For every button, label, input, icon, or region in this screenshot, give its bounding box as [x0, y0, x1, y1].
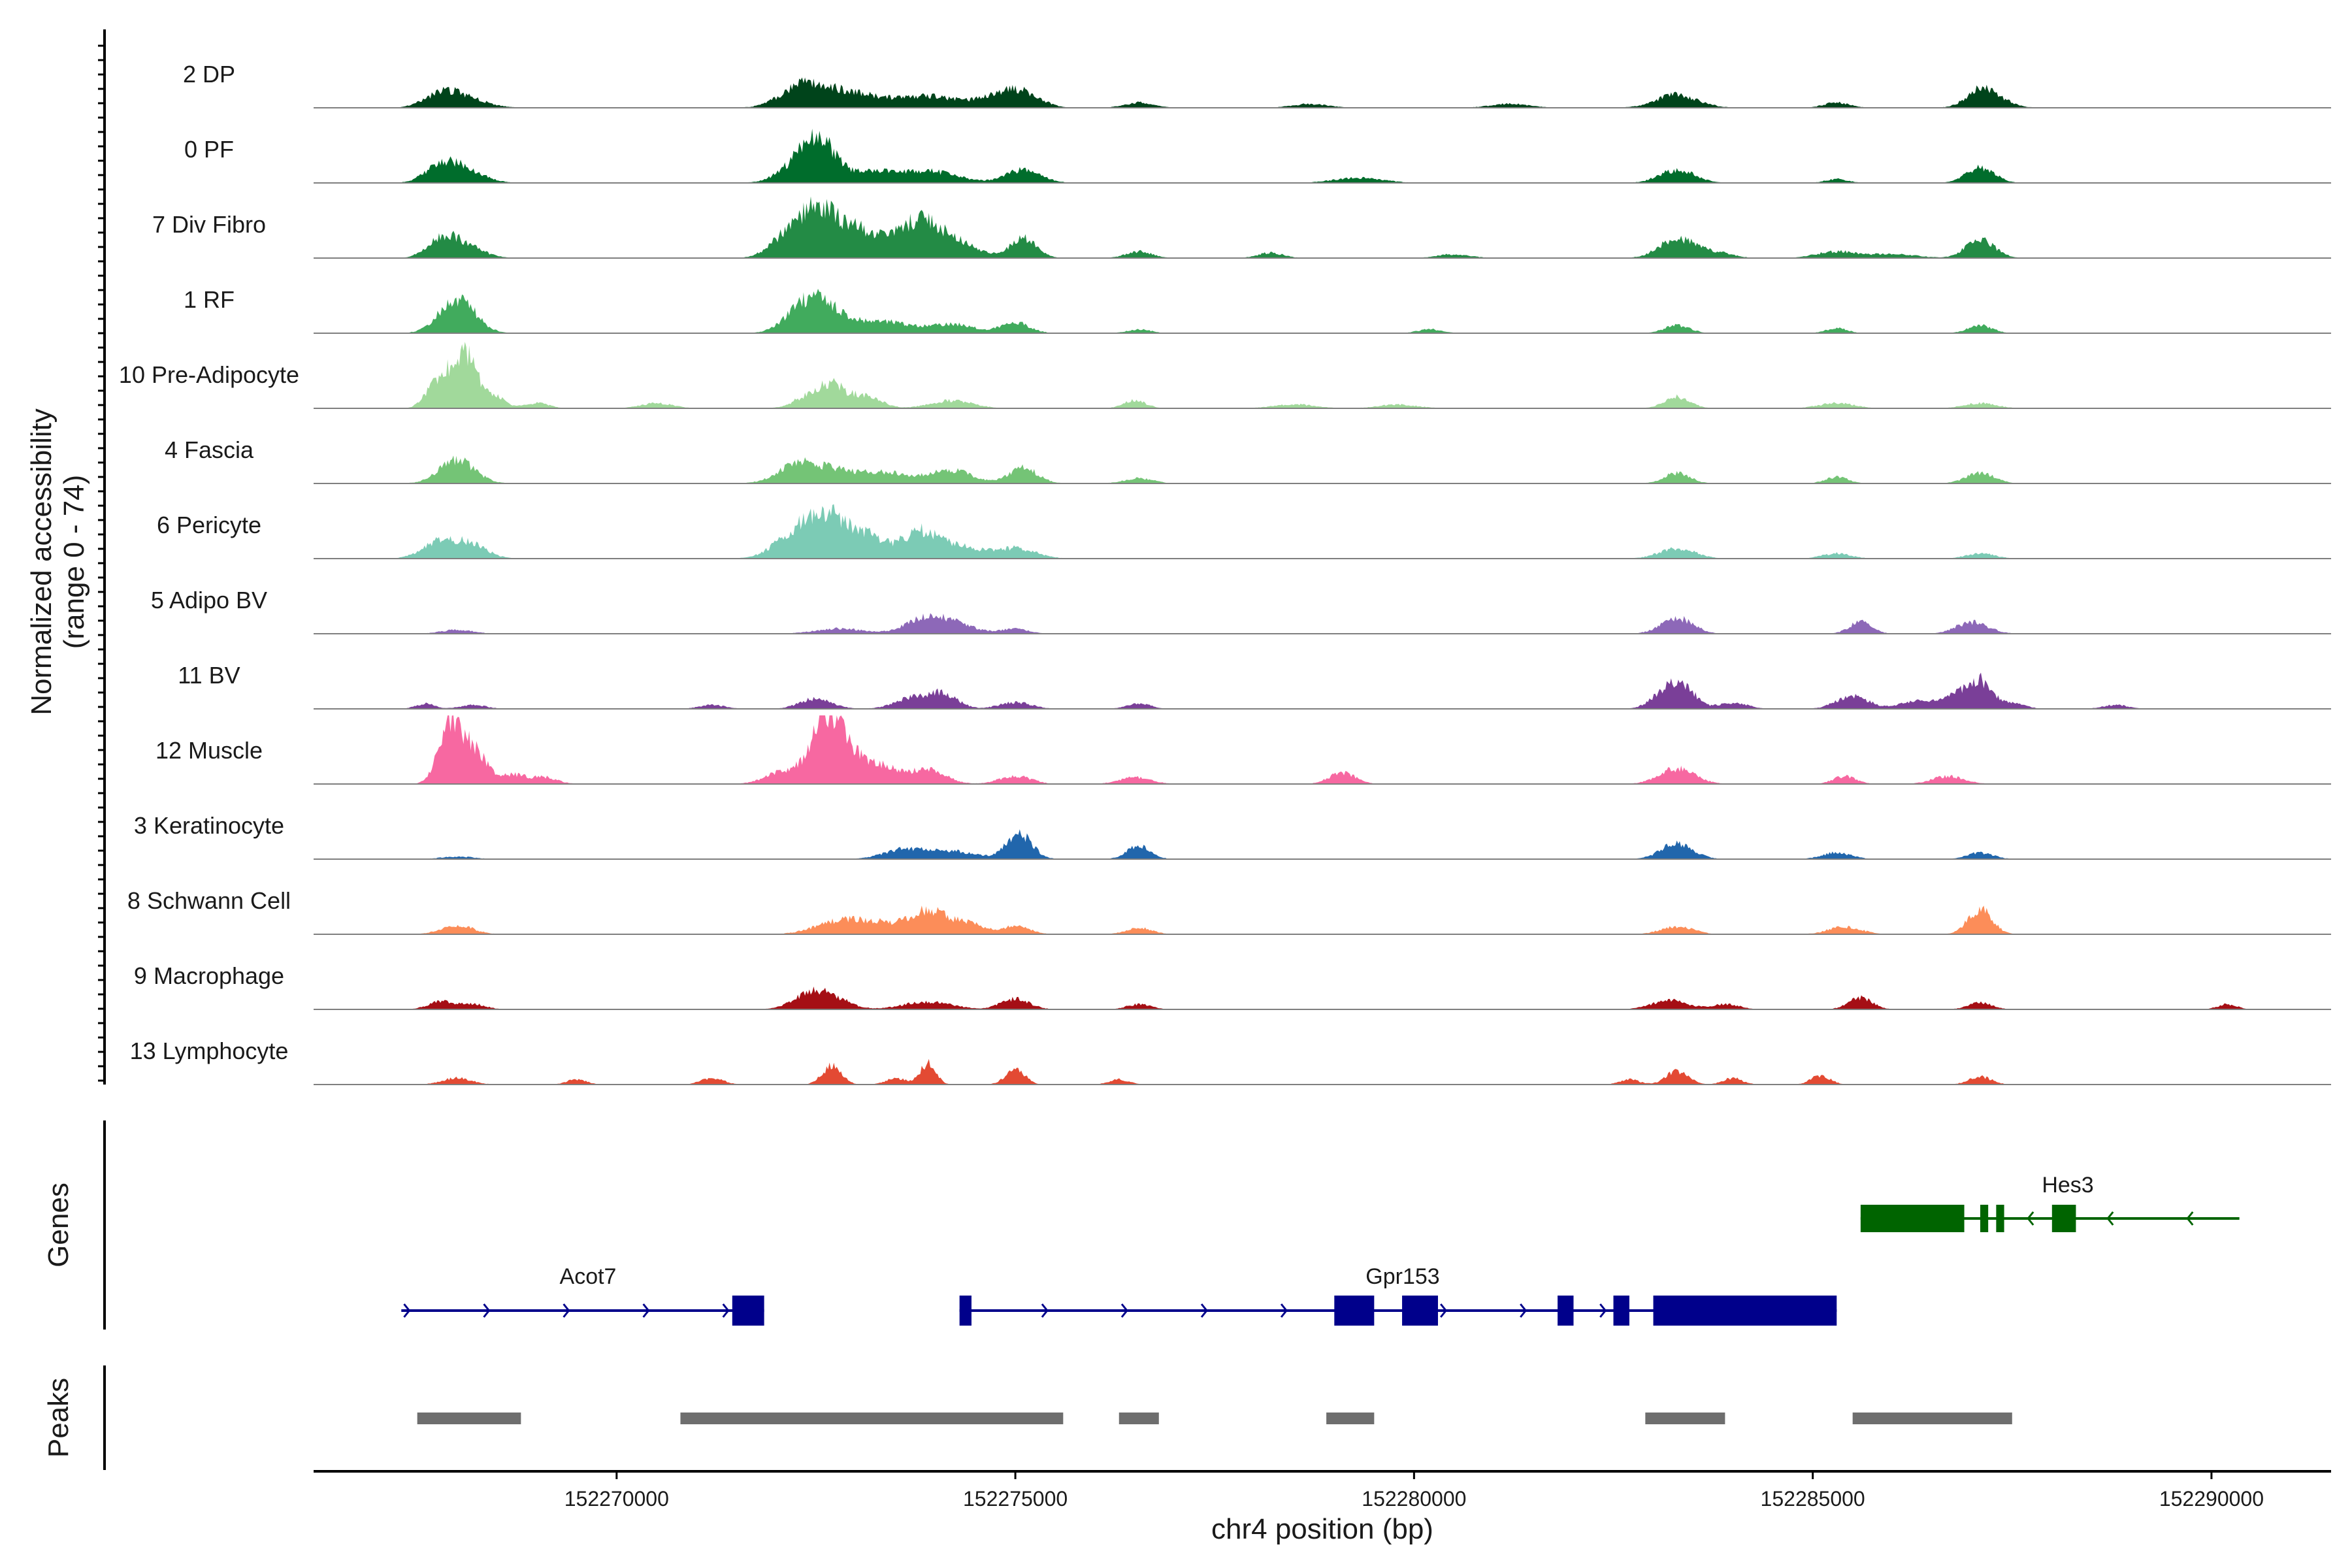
track-label: 10 Pre-Adipocyte — [119, 361, 299, 388]
track-label: 5 Adipo BV — [151, 587, 267, 613]
strand-arrow — [1120, 1303, 1128, 1318]
track-label: 4 Fascia — [165, 436, 254, 463]
exon — [732, 1296, 764, 1326]
track-11-bv: 11 BV — [178, 662, 2331, 710]
gene-hes3: Hes3 — [1860, 1173, 2240, 1232]
track-label: 9 Macrophage — [134, 962, 284, 989]
x-axis: 152270000 152275000 152280000 152285000 1522… — [98, 29, 2331, 1511]
gene-label: Gpr153 — [1365, 1264, 1439, 1289]
peak-region — [1119, 1413, 1159, 1424]
x-tick-label: 152290000 — [2159, 1487, 2264, 1511]
exon — [1334, 1296, 1375, 1326]
coverage-area — [314, 906, 2331, 934]
gene-label: Hes3 — [2042, 1173, 2093, 1198]
coverage-area — [314, 342, 2331, 408]
exon — [1980, 1205, 1989, 1232]
coverage-area — [314, 504, 2331, 559]
exon — [1558, 1296, 1574, 1326]
coverage-area — [314, 196, 2331, 258]
track-1-rf: 1 RF — [184, 286, 2331, 334]
track-9-macrophage: 9 Macrophage — [134, 962, 2331, 1010]
peak-region — [417, 1413, 521, 1424]
exon — [1402, 1296, 1438, 1326]
strand-arrow — [1280, 1303, 1288, 1318]
track-label: 12 Muscle — [155, 737, 263, 764]
track-3-keratinocyte: 3 Keratinocyte — [134, 812, 2331, 860]
exon — [1653, 1296, 1837, 1326]
y-axis-label-line2: (range 0 - 74) — [58, 475, 90, 649]
strand-arrow — [1599, 1303, 1607, 1318]
peak-panel — [103, 1365, 2012, 1470]
gene-acot7: Acot7 — [401, 1264, 764, 1326]
track-10-pre-adipocyte: 10 Pre-Adipocyte — [119, 342, 2331, 409]
peak-region — [1852, 1413, 2012, 1424]
gene-label: Acot7 — [560, 1264, 617, 1289]
track-12-muscle: 12 Muscle — [155, 715, 2331, 785]
track-7-div-fibro: 7 Div Fibro — [152, 196, 2331, 259]
x-tick-label: 152285000 — [1761, 1487, 1865, 1511]
coverage-area — [314, 715, 2331, 784]
x-tick-label: 152280000 — [1362, 1487, 1466, 1511]
track-label: 7 Div Fibro — [152, 211, 266, 238]
track-5-adipo-bv: 5 Adipo BV — [151, 587, 2331, 634]
coverage-area — [314, 672, 2331, 709]
x-tick-label: 152270000 — [564, 1487, 669, 1511]
strand-arrow — [403, 1303, 411, 1318]
coverage-tracks: 2 DP 0 PF 7 Div Fibro 1 RF 10 Pre-Adipocyte 4… — [119, 61, 2331, 1085]
strand-arrow — [483, 1303, 491, 1318]
exon — [1860, 1205, 1965, 1232]
track-label: 13 Lymphocyte — [130, 1037, 289, 1064]
peaks-panel-label: Peaks — [42, 1378, 74, 1458]
track-label: 3 Keratinocyte — [134, 812, 284, 839]
peak-region — [1326, 1413, 1375, 1424]
strand-arrow — [1440, 1303, 1448, 1318]
exon — [959, 1296, 972, 1326]
strand-arrow — [2106, 1211, 2114, 1226]
strand-arrow — [1200, 1303, 1208, 1318]
coverage-area — [314, 1058, 2331, 1085]
peak-region — [680, 1413, 1064, 1424]
peak-region — [1645, 1413, 1725, 1424]
coverage-area — [314, 129, 2331, 183]
coverage-area — [314, 77, 2331, 108]
track-label: 6 Pericyte — [157, 512, 261, 538]
track-2-dp: 2 DP — [183, 61, 2331, 108]
track-label: 8 Schwann Cell — [127, 887, 291, 914]
coverage-area — [314, 829, 2331, 859]
track-label: 0 PF — [184, 136, 234, 163]
strand-arrow — [2186, 1211, 2194, 1226]
strand-arrow — [1041, 1303, 1049, 1318]
gene-annotation-panel: Acot7 Gpr153 Hes3 — [103, 1120, 2240, 1330]
track-13-lymphocyte: 13 Lymphocyte — [130, 1037, 2331, 1085]
coverage-area — [314, 455, 2331, 483]
track-8-schwann-cell: 8 Schwann Cell — [127, 887, 2331, 935]
genes-panel-label: Genes — [42, 1183, 74, 1267]
coverage-area — [314, 289, 2331, 333]
strand-arrow — [1520, 1303, 1527, 1318]
track-label: 2 DP — [183, 61, 235, 88]
track-0-pf: 0 PF — [184, 129, 2331, 184]
track-label: 11 BV — [178, 662, 240, 689]
coverage-area — [314, 613, 2331, 634]
track-label: 1 RF — [184, 286, 235, 313]
gene-gpr153: Gpr153 — [959, 1264, 1837, 1326]
strand-arrow — [563, 1303, 570, 1318]
x-axis-label: chr4 position (bp) — [1211, 1513, 1433, 1545]
x-tick-label: 152275000 — [963, 1487, 1068, 1511]
exon — [1996, 1205, 2004, 1232]
strand-arrow — [2027, 1211, 2034, 1226]
strand-arrow — [722, 1303, 730, 1318]
coverage-area — [314, 987, 2331, 1009]
exon — [1613, 1296, 1629, 1326]
y-axis-label-line1: Normalized accessibility — [25, 408, 57, 715]
strand-arrow — [642, 1303, 650, 1318]
exon — [2051, 1205, 2076, 1232]
track-4-fascia: 4 Fascia — [165, 436, 2331, 484]
track-6-pericyte: 6 Pericyte — [157, 504, 2331, 559]
